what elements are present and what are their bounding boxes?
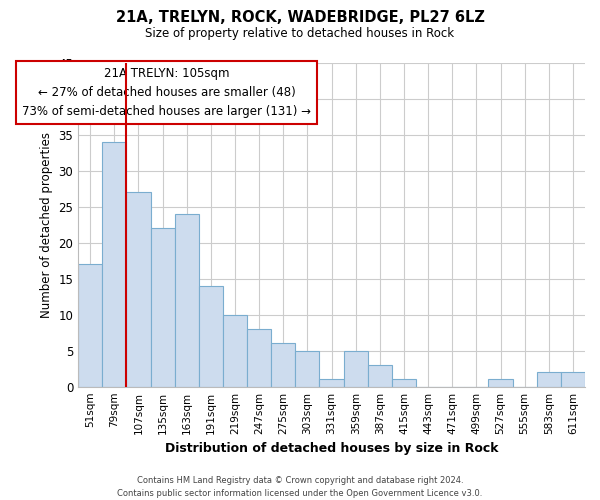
- Bar: [344, 350, 368, 386]
- Text: Contains HM Land Registry data © Crown copyright and database right 2024.
Contai: Contains HM Land Registry data © Crown c…: [118, 476, 482, 498]
- Bar: [247, 329, 271, 386]
- Bar: [78, 264, 102, 386]
- Y-axis label: Number of detached properties: Number of detached properties: [40, 132, 53, 318]
- Bar: [561, 372, 585, 386]
- Text: 21A TRELYN: 105sqm
← 27% of detached houses are smaller (48)
73% of semi-detache: 21A TRELYN: 105sqm ← 27% of detached hou…: [22, 68, 311, 118]
- Bar: [392, 380, 416, 386]
- Bar: [537, 372, 561, 386]
- Bar: [175, 214, 199, 386]
- X-axis label: Distribution of detached houses by size in Rock: Distribution of detached houses by size …: [165, 442, 499, 455]
- Text: 21A, TRELYN, ROCK, WADEBRIDGE, PL27 6LZ: 21A, TRELYN, ROCK, WADEBRIDGE, PL27 6LZ: [116, 10, 484, 25]
- Bar: [271, 344, 295, 386]
- Bar: [319, 380, 344, 386]
- Bar: [223, 314, 247, 386]
- Bar: [102, 142, 127, 386]
- Bar: [199, 286, 223, 386]
- Bar: [488, 380, 512, 386]
- Text: Size of property relative to detached houses in Rock: Size of property relative to detached ho…: [145, 28, 455, 40]
- Bar: [295, 350, 319, 386]
- Bar: [368, 365, 392, 386]
- Bar: [127, 192, 151, 386]
- Bar: [151, 228, 175, 386]
